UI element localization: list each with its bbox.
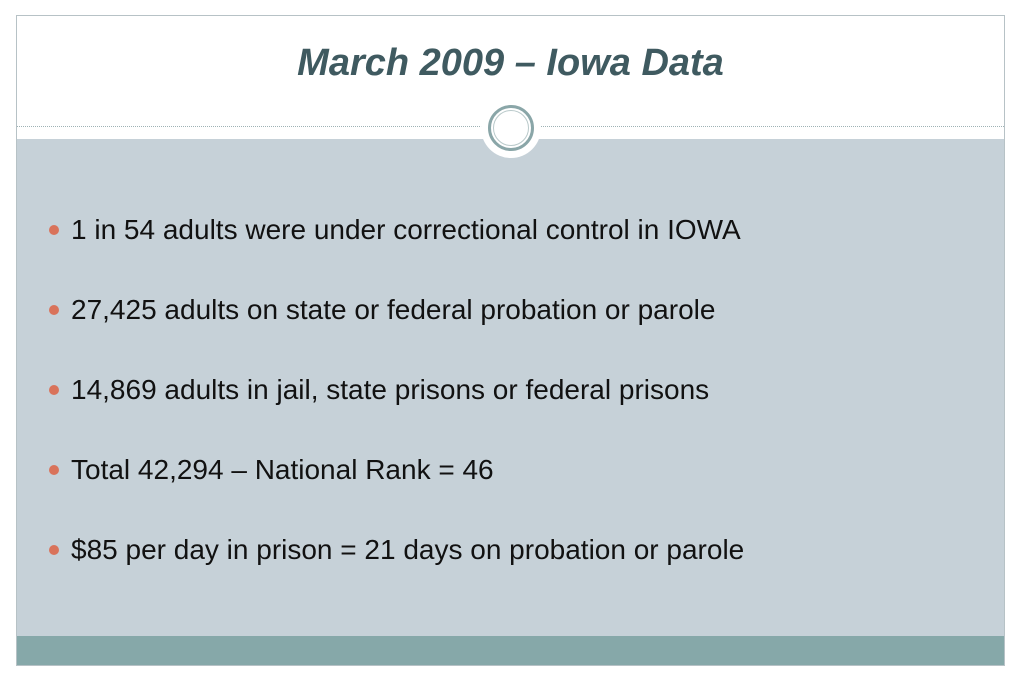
bullet-item: $85 per day in prison = 21 days on proba…: [45, 528, 744, 608]
bullet-item: 1 in 54 adults were under correctional c…: [45, 208, 744, 288]
bullet-icon: [49, 465, 59, 475]
bullet-item: Total 42,294 – National Rank = 46: [45, 448, 744, 528]
bullet-text: 27,425 adults on state or federal probat…: [71, 294, 716, 325]
bullet-text: 14,869 adults in jail, state prisons or …: [71, 374, 710, 405]
bullet-text: $85 per day in prison = 21 days on proba…: [71, 534, 745, 565]
slide: March 2009 – Iowa Data 1 in 54 adults we…: [16, 15, 1005, 666]
bullet-icon: [49, 385, 59, 395]
bullet-item: 14,869 adults in jail, state prisons or …: [45, 368, 744, 448]
bullet-icon: [49, 225, 59, 235]
footer-band: [17, 636, 1004, 665]
bullet-item: 27,425 adults on state or federal probat…: [45, 288, 744, 368]
content-panel: [17, 139, 1004, 636]
bullet-icon: [49, 305, 59, 315]
bullet-icon: [49, 545, 59, 555]
bullet-text: 1 in 54 adults were under correctional c…: [71, 214, 741, 245]
bullet-list: 1 in 54 adults were under correctional c…: [45, 208, 744, 608]
slide-title: March 2009 – Iowa Data: [297, 42, 724, 84]
bullet-text: Total 42,294 – National Rank = 46: [71, 454, 494, 485]
ornament-inner-ring: [493, 110, 529, 146]
